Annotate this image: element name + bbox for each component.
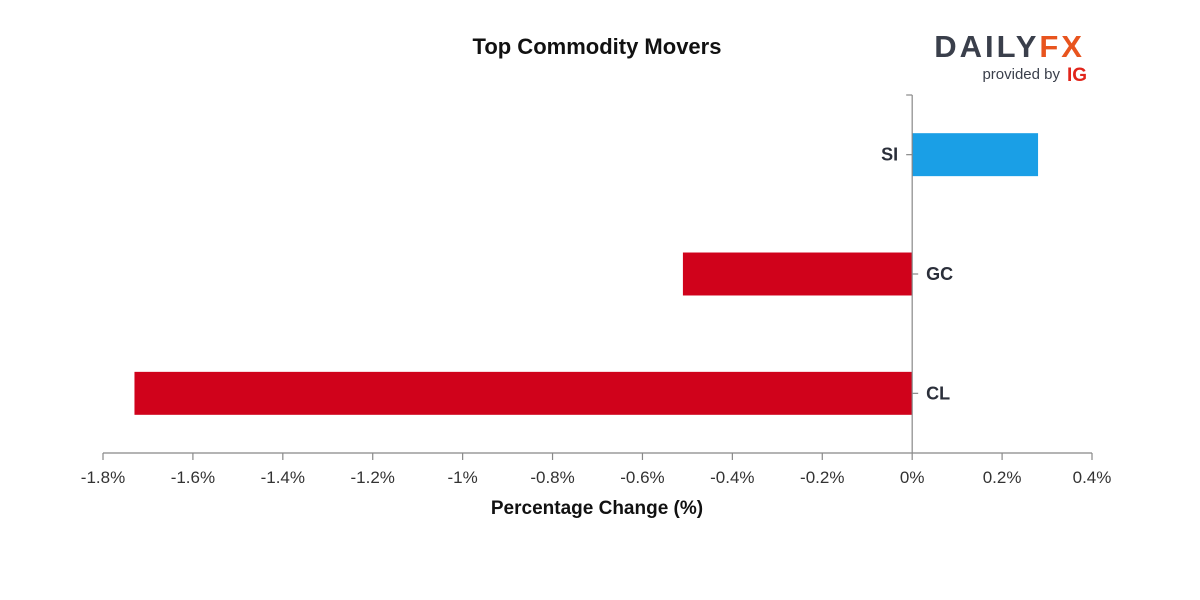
logo-ig: IG (1067, 65, 1087, 86)
category-label-cl: CL (926, 383, 950, 403)
x-axis-label: Percentage Change (%) (491, 498, 703, 519)
x-tick-label: -1.2% (351, 468, 395, 487)
x-tick-label: -1.4% (261, 468, 305, 487)
svg-text:DAILYFX: DAILYFX (934, 29, 1085, 64)
logo-text-fx: FX (1039, 29, 1085, 64)
x-tick-label: -0.4% (710, 468, 754, 487)
x-tick-label: -1.8% (81, 468, 125, 487)
x-tick-label: 0.4% (1073, 468, 1112, 487)
bar-gc (682, 252, 913, 296)
bar-cl (134, 371, 913, 415)
x-tick-label: -1.6% (171, 468, 215, 487)
x-axis: -1.8% -1.6% -1.4% -1.2% -1% -0.8% -0.6% -0.4% -0… (81, 452, 1112, 487)
x-tick-label: -0.2% (800, 468, 844, 487)
x-tick-label: 0% (900, 468, 925, 487)
x-tick-label: 0.2% (983, 468, 1022, 487)
x-tick-label: -1% (448, 468, 478, 487)
chart-title: Top Commodity Movers (473, 34, 722, 59)
bar-si (912, 133, 1039, 177)
x-tick-label: -0.8% (530, 468, 574, 487)
bars-group (134, 133, 1039, 415)
y-axis: SI GC CL (881, 94, 953, 453)
logo-text-daily: DAILY (934, 29, 1039, 64)
logo-provided-by: provided by (982, 66, 1060, 83)
category-label-gc: GC (926, 264, 953, 284)
x-tick-label: -0.6% (620, 468, 664, 487)
dailyfx-logo: DAILYFX provided by IG (934, 29, 1087, 86)
category-label-si: SI (881, 145, 898, 165)
